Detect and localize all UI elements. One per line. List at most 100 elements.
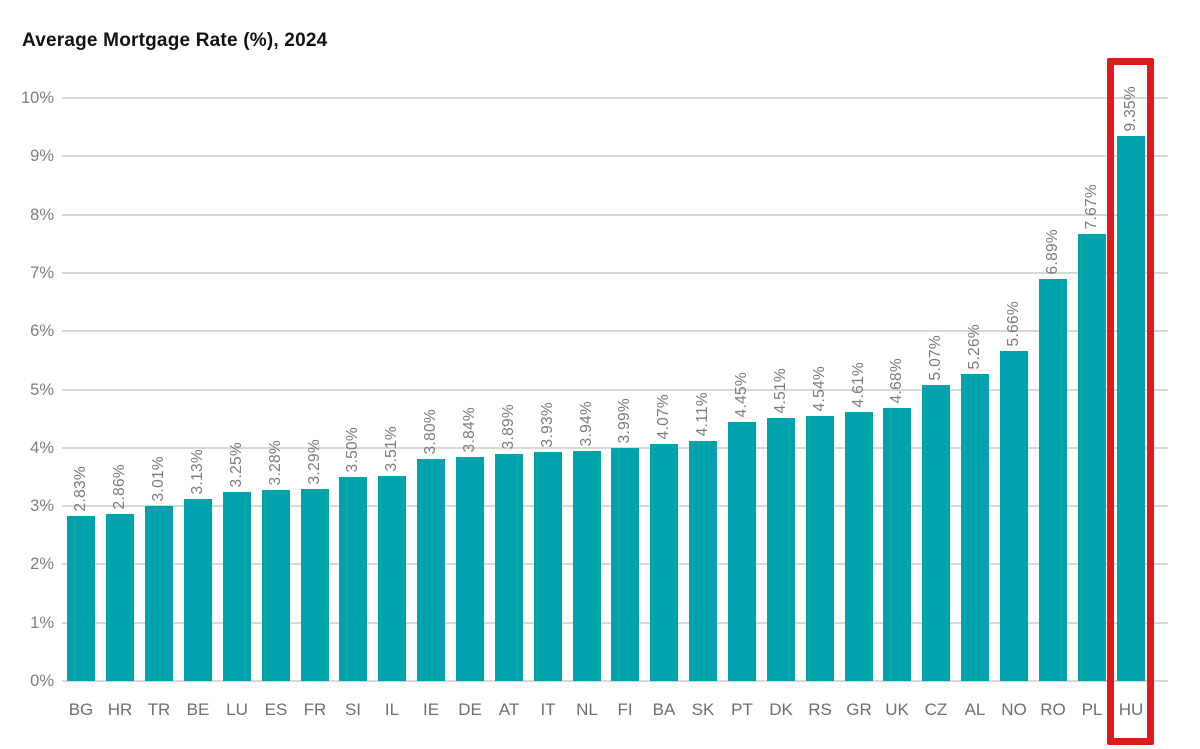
x-axis-category-label: PL xyxy=(1081,700,1103,719)
x-axis-category-label: LU xyxy=(226,700,248,719)
y-axis-tick-label: 1% xyxy=(30,614,54,632)
highlight-box xyxy=(1107,58,1154,745)
x-axis-category-label: TR xyxy=(147,700,171,719)
x-axis-category-label: IL xyxy=(384,700,400,719)
chart-title: Average Mortgage Rate (%), 2024 xyxy=(22,30,328,51)
bar-value-label: 4.54% xyxy=(811,365,828,411)
bar xyxy=(145,506,173,681)
gridline xyxy=(62,330,1168,332)
bar-value-label: 4.11% xyxy=(694,391,711,436)
bar xyxy=(806,416,834,681)
x-axis-category-label: FI xyxy=(617,700,633,719)
x-axis-category-label: SI xyxy=(344,700,362,719)
bar-value-label: 3.84% xyxy=(461,406,478,452)
bar-value-label: 3.89% xyxy=(500,403,517,449)
bar-value-label: 4.61% xyxy=(850,361,867,407)
bar xyxy=(301,489,329,681)
bar xyxy=(1000,351,1028,681)
bar xyxy=(845,412,873,681)
bar-value-label: 3.01% xyxy=(150,455,167,501)
x-axis-category-label: SK xyxy=(691,700,715,719)
bar-value-label: 5.07% xyxy=(927,334,944,380)
bar xyxy=(417,459,445,681)
y-axis-tick-label: 7% xyxy=(30,264,54,282)
bar xyxy=(573,451,601,681)
bar xyxy=(767,418,795,681)
bar xyxy=(534,452,562,681)
x-axis-category-label: HR xyxy=(107,700,133,719)
bar-value-label: 7.67% xyxy=(1083,183,1100,229)
y-axis-tick-label: 8% xyxy=(30,206,54,224)
bar-value-label: 2.86% xyxy=(111,463,128,509)
bar xyxy=(611,448,639,681)
bar-value-label: 3.80% xyxy=(422,408,439,454)
bar xyxy=(339,477,367,681)
bar xyxy=(106,514,134,681)
x-axis-category-label: CZ xyxy=(924,700,948,719)
bar-value-label: 4.51% xyxy=(772,367,789,413)
gridline xyxy=(62,272,1168,274)
bar-value-label: 5.26% xyxy=(966,323,983,369)
x-axis-category-label: PT xyxy=(731,700,753,719)
bar xyxy=(378,476,406,681)
x-axis-category-label: RO xyxy=(1040,700,1066,719)
bar-value-label: 3.25% xyxy=(228,441,245,487)
y-axis-tick-label: 3% xyxy=(30,497,54,515)
bar xyxy=(1117,136,1145,681)
bar-value-label: 3.51% xyxy=(383,425,400,471)
bar-value-label: 5.66% xyxy=(1005,300,1022,346)
bar-value-label: 4.07% xyxy=(655,393,672,439)
x-axis-category-label: IE xyxy=(422,700,440,719)
bar xyxy=(922,385,950,681)
y-axis-tick-label: 10% xyxy=(20,89,54,107)
x-axis-category-label: BG xyxy=(68,700,94,719)
x-axis-category-label: AT xyxy=(498,700,520,719)
y-axis-tick-label: 9% xyxy=(30,147,54,165)
bar-value-label: 4.45% xyxy=(733,371,750,417)
y-axis-tick-label: 5% xyxy=(30,381,54,399)
bar-value-label: 3.94% xyxy=(578,400,595,446)
x-axis-category-label: RS xyxy=(808,700,832,719)
bar xyxy=(1039,279,1067,681)
bar xyxy=(728,422,756,681)
y-axis-tick-label: 0% xyxy=(30,672,54,690)
bar xyxy=(262,490,290,681)
bar-value-label: 4.68% xyxy=(888,357,905,403)
bar-value-label: 3.28% xyxy=(267,439,284,485)
gridline xyxy=(62,680,1168,682)
bar-value-label: 6.89% xyxy=(1044,228,1061,274)
y-axis-tick-label: 2% xyxy=(30,555,54,573)
x-axis-category-label: NO xyxy=(1001,700,1027,719)
x-axis-category-label: HU xyxy=(1118,700,1144,719)
bar xyxy=(650,444,678,681)
x-axis-category-label: NL xyxy=(576,700,598,719)
y-axis-tick-label: 6% xyxy=(30,322,54,340)
gridline xyxy=(62,97,1168,99)
bar-value-label: 3.93% xyxy=(539,401,556,447)
x-axis-category-label: IT xyxy=(540,700,556,719)
bar xyxy=(961,374,989,681)
x-axis-category-label: BE xyxy=(186,700,210,719)
bar-value-label: 3.99% xyxy=(616,397,633,443)
bar-value-label: 3.13% xyxy=(189,448,206,494)
y-axis-tick-label: 4% xyxy=(30,439,54,457)
bar xyxy=(223,492,251,681)
x-axis-category-label: ES xyxy=(264,700,288,719)
x-axis-category-label: FR xyxy=(303,700,327,719)
x-axis-category-label: UK xyxy=(885,700,909,719)
x-axis-category-label: AL xyxy=(964,700,986,719)
bar-value-label: 3.50% xyxy=(344,426,361,472)
bar-value-label: 2.83% xyxy=(72,465,89,511)
bar xyxy=(689,441,717,681)
x-axis-category-label: BA xyxy=(652,700,676,719)
bar xyxy=(883,408,911,681)
x-axis-category-label: DE xyxy=(458,700,482,719)
bar xyxy=(456,457,484,681)
bar xyxy=(495,454,523,681)
bar-value-label: 3.29% xyxy=(306,438,323,484)
gridline xyxy=(62,389,1168,391)
bar xyxy=(67,516,95,681)
x-axis-category-label: DK xyxy=(769,700,793,719)
